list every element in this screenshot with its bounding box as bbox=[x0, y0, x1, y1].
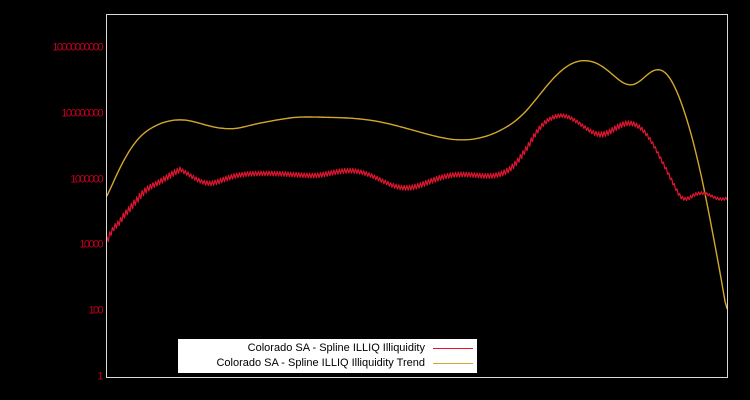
series-line-illiquidity-trend bbox=[107, 61, 727, 309]
chart-legend: Colorado SA - Spline ILLIQ Illiquidity C… bbox=[178, 339, 477, 373]
y-axis-tick-labels: 10000000000 100000000 1000000 10000 100 1 bbox=[0, 0, 103, 400]
plot-area bbox=[106, 14, 728, 378]
legend-label-illiquidity: Colorado SA - Spline ILLIQ Illiquidity bbox=[247, 342, 425, 354]
series-line-illiquidity bbox=[107, 114, 727, 242]
y-axis-tick-label: 1000000 bbox=[70, 173, 103, 186]
y-axis-tick-label: 10000000000 bbox=[52, 41, 103, 54]
legend-swatch-illiquidity bbox=[433, 348, 473, 349]
y-axis-tick-label: 100000000 bbox=[61, 107, 103, 120]
plot-svg bbox=[107, 15, 727, 377]
legend-item-illiquidity-trend[interactable]: Colorado SA - Spline ILLIQ Illiquidity T… bbox=[182, 356, 473, 371]
legend-swatch-trend bbox=[433, 363, 473, 364]
y-axis-tick-label: 10000 bbox=[79, 238, 103, 251]
y-axis-tick-label: 1 bbox=[97, 370, 103, 383]
legend-item-illiquidity[interactable]: Colorado SA - Spline ILLIQ Illiquidity bbox=[182, 341, 473, 356]
legend-label-illiquidity-trend: Colorado SA - Spline ILLIQ Illiquidity T… bbox=[216, 357, 425, 369]
y-axis-tick-label: 100 bbox=[88, 304, 103, 317]
